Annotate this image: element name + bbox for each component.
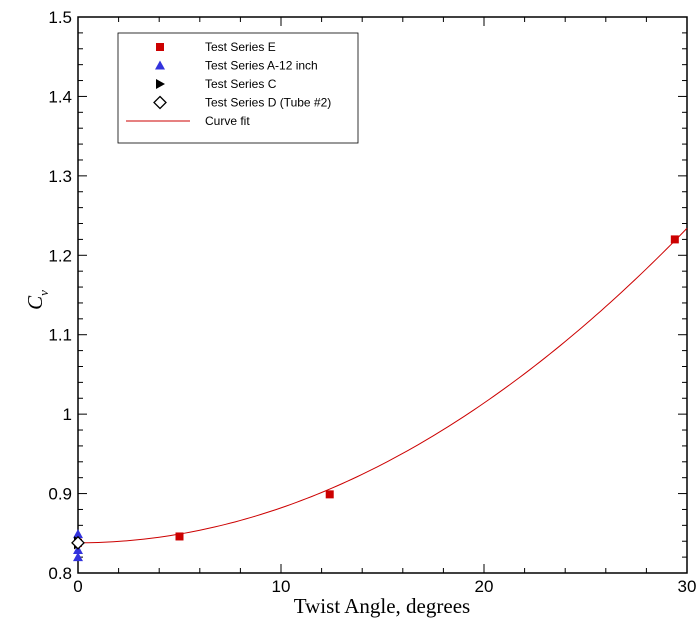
y-axis-title-sub: v [36, 290, 51, 296]
y-tick-label: 0.9 [48, 485, 72, 504]
data-markers [71, 235, 679, 562]
legend: Test Series E Test Series A-12 inch Test S… [117, 32, 359, 144]
legend-label: Test Series A-12 inch [205, 59, 318, 73]
x-tick-label: 0 [73, 577, 82, 596]
legend-items: Test Series E Test Series A-12 inch Test S… [126, 40, 331, 128]
axis-ticks [77, 16, 688, 574]
legend-label: Curve fit [205, 114, 250, 128]
axis-tick-labels: 0 10 20 30 0.8 0.9 1 1.1 1.2 1.3 1.4 1.5 [48, 8, 696, 596]
legend-symbol-triangle-right [156, 79, 165, 89]
svg-text:Cv: Cv [23, 290, 51, 310]
y-tick-label: 0.8 [48, 564, 72, 583]
legend-symbol-triangle-up [155, 60, 165, 70]
y-tick-label: 1.5 [48, 8, 72, 27]
y-axis-title: Cv [23, 290, 51, 310]
data-point-square [670, 235, 679, 244]
legend-symbol-diamond [153, 95, 167, 110]
curve-fit-line [77, 227, 688, 544]
x-tick-label: 30 [678, 577, 697, 596]
plot-frame [77, 16, 688, 574]
y-tick-label: 1.4 [48, 87, 72, 106]
data-point-triangle-up [73, 552, 83, 562]
y-tick-label: 1.3 [48, 167, 72, 186]
legend-label: Test Series D (Tube #2) [205, 96, 331, 110]
y-tick-label: 1.2 [48, 246, 72, 265]
data-point-triangle-up [73, 529, 83, 539]
data-point-square [175, 532, 184, 541]
x-tick-label: 10 [272, 577, 291, 596]
y-tick-label: 1.1 [48, 326, 72, 345]
y-tick-label: 1 [63, 405, 72, 424]
data-point-square [325, 490, 334, 499]
x-tick-label: 20 [475, 577, 494, 596]
legend-label: Test Series C [205, 77, 277, 91]
legend-label: Test Series E [205, 40, 276, 54]
data-point-diamond [71, 535, 85, 550]
x-axis-title: Twist Angle, degrees [294, 594, 470, 618]
y-axis-title-main: C [23, 295, 47, 310]
legend-symbol-square [156, 43, 164, 51]
legend-box [117, 32, 359, 144]
